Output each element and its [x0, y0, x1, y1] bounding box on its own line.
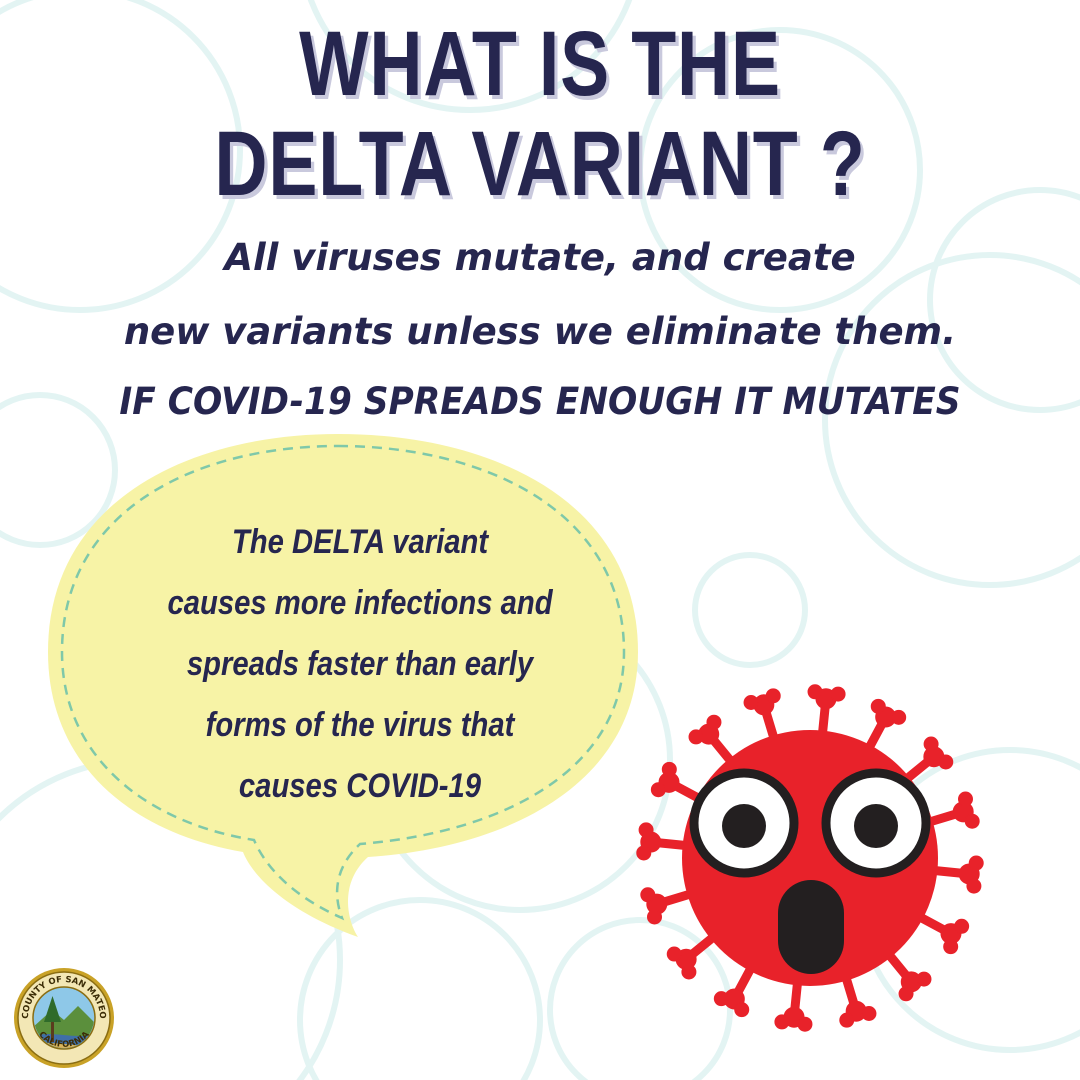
bg-ring: [0, 0, 243, 313]
bg-ring: [0, 392, 118, 548]
bg-ring: [927, 187, 1080, 413]
headline: WHAT IS THE DELTA VARIANT ?: [108, 18, 972, 218]
headline-line-1: WHAT IS THE: [299, 13, 781, 115]
bg-ring: [297, 897, 543, 1080]
bubble-line-3: spreads faster than early: [186, 645, 534, 683]
bubble-line-1: The DELTA variant: [231, 523, 489, 561]
bg-ring: [637, 27, 923, 313]
speech-bubble: [48, 434, 638, 937]
speech-bubble-text: The DELTA variant causes more infections…: [70, 512, 650, 817]
headline-line-2: DELTA VARIANT ?: [214, 113, 866, 215]
bubble-line-5: causes COVID-19: [238, 767, 482, 805]
shocked-virus-icon: [636, 684, 984, 1032]
bubble-line-2: causes more infections and: [167, 584, 553, 622]
county-seal-icon: COUNTY OF SAN MATEO CALIFORNIA: [14, 968, 114, 1068]
bubble-line-4: forms of the virus that: [205, 706, 515, 744]
bg-ring: [547, 917, 733, 1080]
intro-line-2: new variants unless we eliminate them.: [123, 310, 957, 353]
bg-ring: [307, 0, 633, 113]
intro-line-1: All viruses mutate, and create: [224, 236, 856, 279]
bg-ring: [822, 252, 1080, 588]
intro-line-3: IF COVID-19 SPREADS ENOUGH IT MUTATES: [119, 380, 961, 423]
bg-ring: [692, 552, 808, 668]
